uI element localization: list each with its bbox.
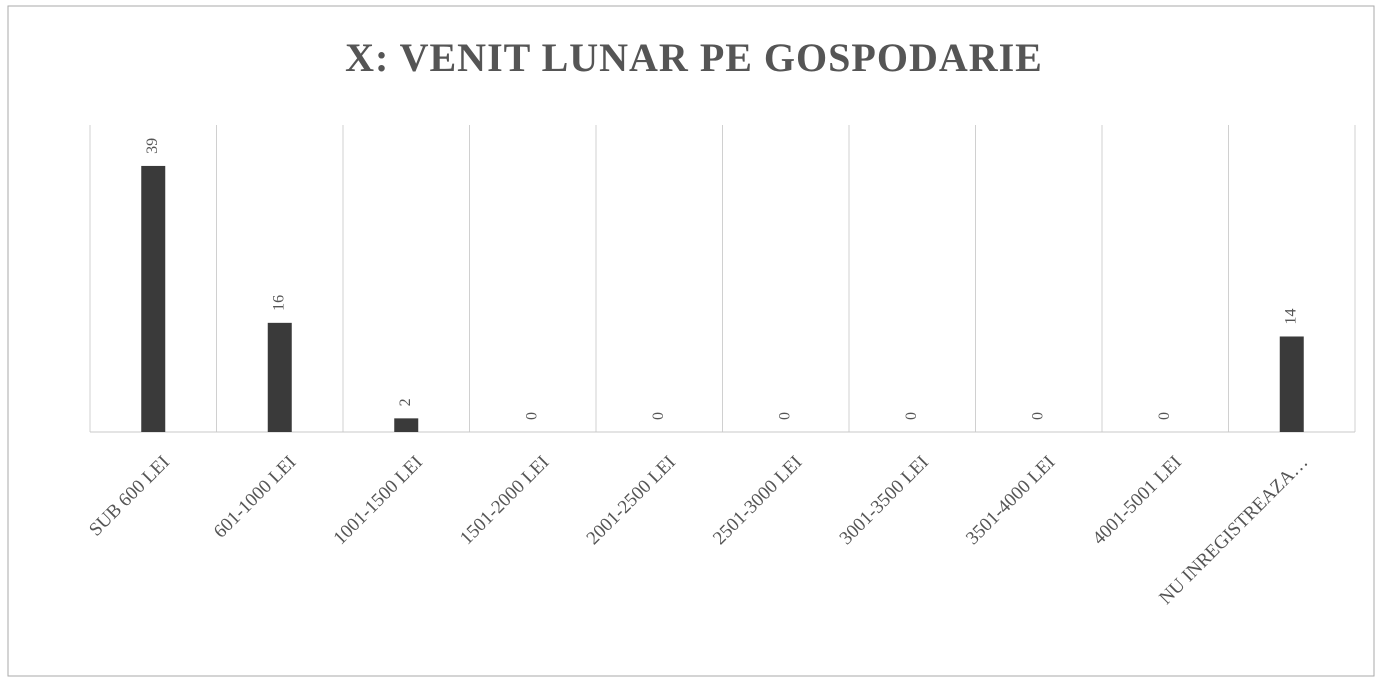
data-label: 0 [776, 412, 793, 420]
chart-border [8, 6, 1374, 676]
bar [394, 418, 418, 432]
data-label: 2 [397, 398, 414, 406]
bar [1280, 336, 1304, 432]
data-label: 0 [650, 412, 667, 420]
data-label: 0 [903, 412, 920, 420]
chart: X: VENIT LUNAR PE GOSPODARIE 39SUB 600 L… [0, 0, 1379, 683]
bar [268, 323, 292, 432]
data-label: 0 [523, 412, 540, 420]
data-label: 0 [1156, 412, 1173, 420]
data-label: 16 [270, 295, 287, 311]
data-label: 39 [144, 138, 161, 154]
chart-title: X: VENIT LUNAR PE GOSPODARIE [345, 35, 1043, 80]
data-label: 14 [1282, 308, 1299, 324]
bar [141, 166, 165, 432]
data-label: 0 [1029, 412, 1046, 420]
